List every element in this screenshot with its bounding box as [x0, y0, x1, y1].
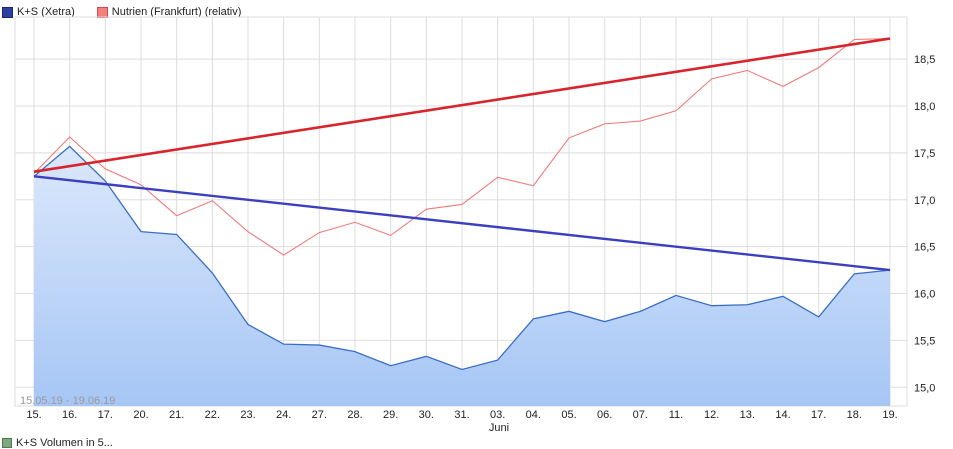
y-tick-label: 17,5: [914, 148, 935, 160]
x-tick-label: 23.: [240, 409, 255, 421]
legend-item-ks[interactable]: K+S (Xetra): [2, 6, 75, 18]
x-tick-label: 20.: [133, 409, 148, 421]
legend: K+S (Xetra) Nutrien (Frankfurt) (relativ…: [2, 4, 263, 20]
x-tick-label: 18.: [847, 409, 862, 421]
x-tick-label: 24.: [276, 409, 291, 421]
volume-legend-label: K+S Volumen in 5...: [16, 437, 113, 449]
x-tick-label: 06.: [597, 409, 612, 421]
x-tick-label: 27.: [312, 409, 327, 421]
y-tick-label: 16,5: [914, 242, 935, 254]
x-tick-label: 05.: [561, 409, 576, 421]
legend-swatch-ks: [2, 6, 13, 18]
month-label: Juni: [489, 422, 509, 434]
x-tick-label: 29.: [383, 409, 398, 421]
x-tick-label: 31.: [454, 409, 469, 421]
x-tick-label: 13.: [740, 409, 755, 421]
x-tick-label: 30.: [419, 409, 434, 421]
x-tick-label: 16.: [62, 409, 77, 421]
x-tick-label: 14.: [775, 409, 790, 421]
area-layer: [34, 146, 890, 406]
axes-layer: 15,0 15,5 16,0 16,5 17,0 17,5 18,0 18,5 15. 16. 17…: [26, 54, 935, 421]
ks-area-fill: [34, 146, 890, 406]
x-tick-label: 28.: [347, 409, 362, 421]
x-tick-label: 03.: [490, 409, 505, 421]
date-range-label: 15.05.19 - 19.06.19: [20, 395, 115, 407]
y-tick-label: 17,0: [914, 195, 935, 207]
trend-line-down: [33, 175, 891, 272]
y-tick-label: 16,0: [914, 289, 935, 301]
trend-line-up: [33, 37, 891, 173]
volume-legend-swatch: [2, 438, 12, 448]
x-tick-label: 17.: [98, 409, 113, 421]
y-tick-label: 15,0: [914, 382, 935, 394]
y-tick-label: 18,0: [914, 101, 935, 113]
x-tick-label: 12.: [704, 409, 719, 421]
x-tick-label: 07.: [633, 409, 648, 421]
x-tick-label: 15.: [26, 409, 41, 421]
x-tick-label: 11.: [669, 409, 683, 421]
legend-label-nutrien: Nutrien (Frankfurt) (relativ): [111, 6, 242, 18]
x-tick-label: 19.: [882, 409, 897, 421]
ks-price-line: [33, 145, 891, 371]
x-tick-label: 21.: [169, 409, 184, 421]
legend-label-ks: K+S (Xetra): [17, 6, 75, 18]
x-tick-label: 17.: [811, 409, 826, 421]
lines-layer: [33, 38, 891, 371]
x-tick-label: 04.: [526, 409, 541, 421]
volume-legend[interactable]: K+S Volumen in 5...: [2, 437, 113, 449]
nutrien-relative-line: [33, 38, 891, 256]
y-tick-label: 18,5: [914, 54, 935, 66]
trend-layer: [33, 37, 891, 272]
y-tick-label: 15,5: [914, 335, 935, 347]
x-tick-label: 22.: [205, 409, 220, 421]
